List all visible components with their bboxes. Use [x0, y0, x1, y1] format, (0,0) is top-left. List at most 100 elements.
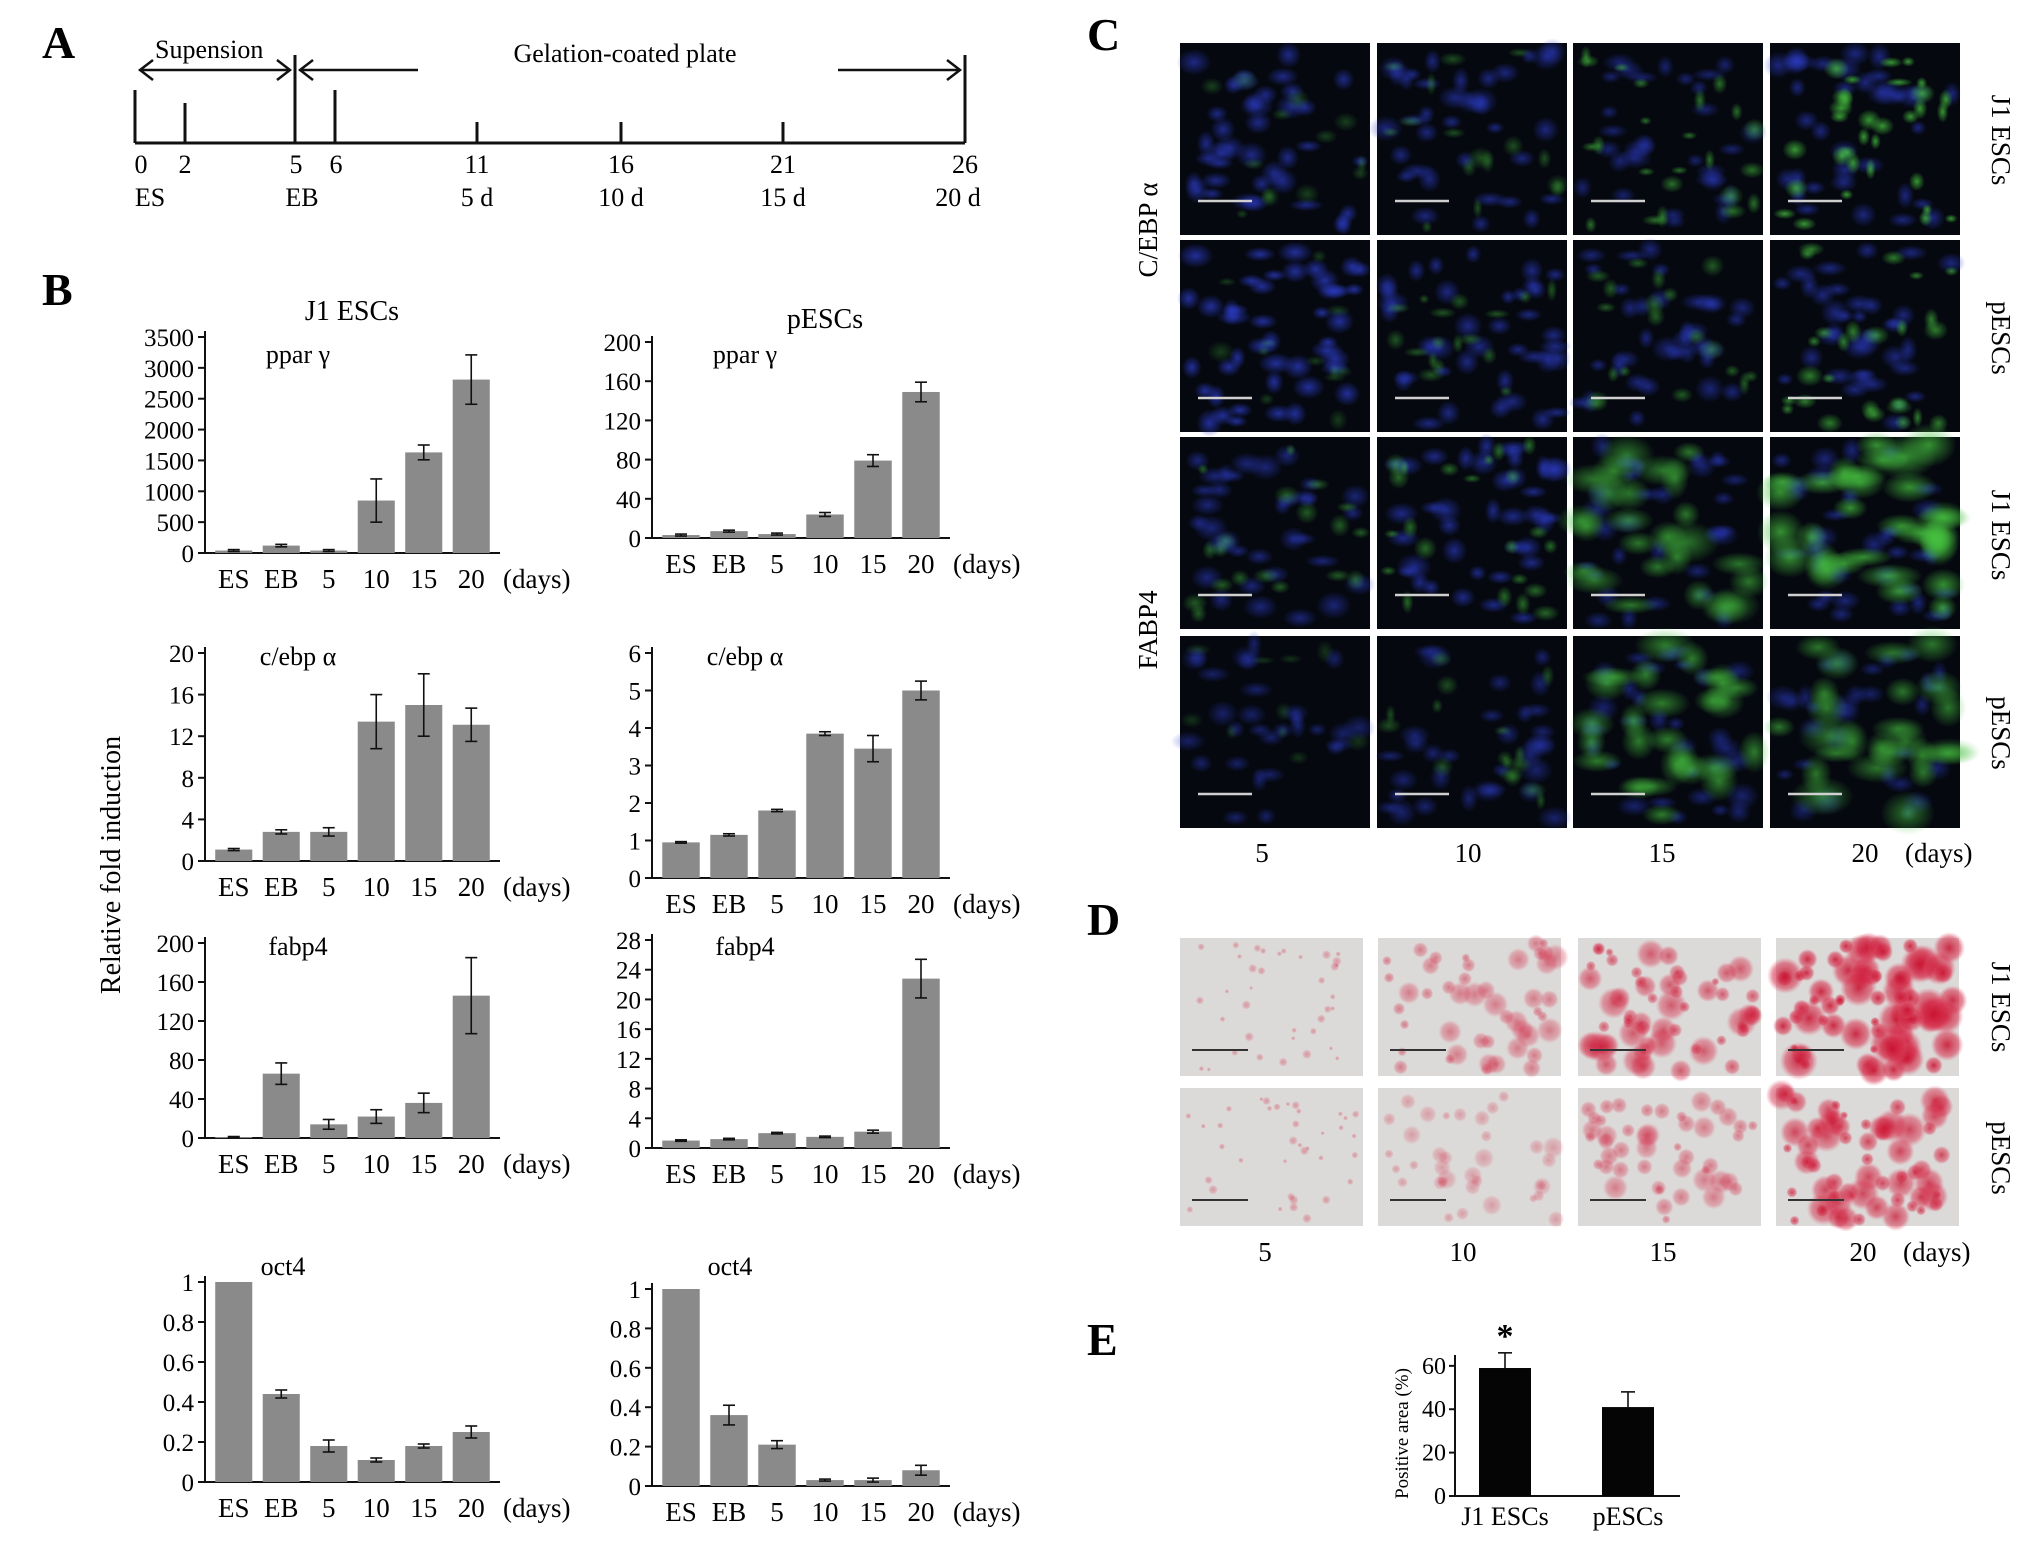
nucleus-stain	[1583, 611, 1613, 630]
marker-stain	[1431, 756, 1454, 778]
marker-stain	[1430, 335, 1447, 350]
lipid-droplet	[1826, 1205, 1851, 1230]
y-tick-label: 4	[629, 716, 642, 743]
bar	[806, 1480, 844, 1486]
nucleus-stain	[1771, 452, 1792, 469]
y-tick-label: 0	[182, 541, 195, 568]
lipid-droplet	[1708, 1098, 1727, 1117]
lipid-droplet	[1346, 1178, 1354, 1186]
marker-stain	[1795, 521, 1829, 554]
lipid-droplet	[1295, 1108, 1302, 1115]
marker-stain	[1814, 646, 1860, 681]
marker-stain	[1724, 364, 1741, 378]
lipid-droplet	[1902, 938, 1919, 954]
nucleus-stain	[1304, 554, 1341, 568]
marker-stain	[1839, 189, 1854, 200]
lipid-droplet	[1219, 1016, 1226, 1023]
bar	[854, 748, 892, 878]
marker-stain	[1305, 478, 1330, 491]
marker-stain	[1543, 538, 1558, 554]
marker-stain	[1780, 402, 1795, 416]
y-axis-label-relative-fold: Relative fold induction	[96, 736, 127, 994]
x-tick-label: EB	[712, 549, 747, 579]
lipid-droplet	[1622, 1013, 1635, 1026]
marker-stain	[1881, 250, 1906, 266]
nucleus-stain	[1277, 241, 1314, 264]
days-unit-label: (days)	[1903, 1237, 1970, 1267]
marker-stain	[1782, 139, 1808, 161]
oil-red-image	[1578, 1088, 1761, 1226]
marker-stain	[1885, 78, 1913, 87]
days-unit-label: (days)	[953, 549, 1020, 579]
x-tick-label: 5	[770, 1159, 784, 1189]
x-tick-label: 10	[363, 1149, 390, 1179]
marker-stain	[1481, 346, 1497, 365]
marker-stain	[1712, 73, 1728, 95]
y-tick-label: 200	[157, 931, 195, 958]
marker-stain	[1730, 102, 1743, 121]
marker-stain	[1617, 365, 1632, 378]
y-tick-label: 24	[616, 958, 642, 985]
marker-stain	[1421, 220, 1433, 234]
nucleus-stain	[1675, 71, 1696, 87]
marker-stain	[1607, 475, 1651, 512]
lipid-droplet	[1241, 1000, 1252, 1010]
fluorescence-image	[1180, 437, 1376, 629]
x-tick-label: ES	[218, 1149, 250, 1179]
marker-stain	[1857, 109, 1882, 131]
lipid-droplet	[1634, 1124, 1659, 1149]
y-axis-label: Positive area (%)	[1392, 1368, 1413, 1499]
marker-stain	[1908, 271, 1925, 280]
nucleus-stain	[1194, 381, 1217, 400]
lipid-droplet	[1541, 1152, 1557, 1168]
marker-stain	[1513, 745, 1526, 765]
nucleus-stain	[1189, 753, 1213, 773]
marker-stain	[1845, 152, 1861, 174]
x-tick-label: 5	[770, 889, 784, 919]
nucleus-stain	[1487, 673, 1512, 693]
marker-stain	[1200, 77, 1224, 95]
marker-stain	[1843, 74, 1862, 85]
lipid-droplet	[1857, 1131, 1879, 1152]
nucleus-stain	[1520, 257, 1544, 284]
nucleus-stain	[1706, 455, 1732, 468]
bar	[357, 1116, 395, 1138]
lipid-droplet	[1472, 1032, 1490, 1050]
marker-stain	[1435, 674, 1459, 696]
lipid-droplet	[1255, 1053, 1264, 1062]
lipid-droplet	[1280, 948, 1287, 954]
gene-label: oct4	[261, 1252, 306, 1281]
nucleus-stain	[1572, 176, 1593, 199]
lipid-droplet	[1667, 1022, 1683, 1038]
row-side-label: J1 ESCs	[1986, 490, 2016, 581]
lipid-droplet	[1658, 945, 1679, 967]
lipid-droplet	[1321, 1195, 1331, 1205]
bar	[662, 1289, 700, 1486]
lipid-droplet	[1335, 951, 1341, 957]
marker-stain	[1865, 730, 1899, 767]
lipid-droplet	[1397, 1176, 1408, 1188]
lipid-droplet	[1830, 1100, 1841, 1111]
marker-stain	[1813, 744, 1860, 763]
y-tick-label: 16	[616, 1017, 641, 1044]
lipid-droplet	[1522, 987, 1545, 1010]
marker-stain	[1884, 677, 1921, 707]
marker-stain	[1202, 540, 1218, 560]
bar	[452, 379, 490, 553]
nucleus-stain	[1284, 401, 1307, 426]
y-tick-label: 8	[629, 1077, 642, 1104]
x-tick-label: 20	[908, 1497, 935, 1527]
x-tick-label: 5	[322, 1149, 336, 1179]
lipid-droplet	[1291, 1100, 1300, 1110]
x-tick-label: ES	[665, 889, 697, 919]
marker-stain	[1568, 510, 1605, 543]
x-tick-label: 15	[410, 564, 437, 594]
lipid-droplet	[1253, 944, 1262, 953]
marker-stain	[1870, 132, 1881, 150]
y-tick-label: 3500	[144, 325, 194, 352]
nucleus-stain	[1410, 206, 1441, 226]
y-tick-label: 0.6	[163, 1350, 194, 1377]
lipid-droplet	[1224, 989, 1230, 994]
nucleus-stain	[1619, 296, 1641, 320]
lipid-droplet	[1443, 1212, 1454, 1223]
